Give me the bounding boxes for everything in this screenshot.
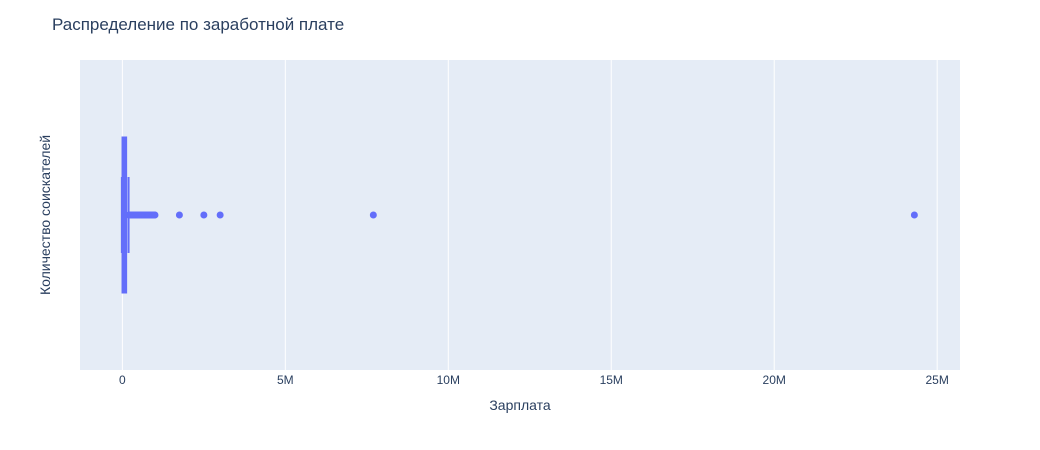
outlier-point[interactable] — [216, 211, 224, 219]
x-tick-label: 0 — [119, 373, 126, 387]
outlier-point[interactable] — [151, 211, 159, 219]
chart-title: Распределение по заработной плате — [52, 15, 344, 34]
outlier-point[interactable] — [200, 211, 208, 219]
outlier-points[interactable] — [125, 211, 918, 219]
x-tick-labels: 0 5M 10M 15M 20M 25M — [119, 373, 949, 387]
outlier-point[interactable] — [369, 211, 377, 219]
outlier-point[interactable] — [910, 211, 918, 219]
plot-area — [80, 60, 960, 370]
x-tick-label: 20M — [763, 373, 786, 387]
outlier-point[interactable] — [175, 211, 183, 219]
x-tick-label: 15M — [600, 373, 623, 387]
x-gridlines — [121, 60, 938, 370]
x-axis-title: Зарплата — [489, 397, 551, 413]
x-tick-label: 25M — [926, 373, 949, 387]
y-axis-title: Количество соискателей — [37, 135, 53, 295]
x-tick-label: 5M — [277, 373, 294, 387]
x-tick-label: 10M — [437, 373, 460, 387]
